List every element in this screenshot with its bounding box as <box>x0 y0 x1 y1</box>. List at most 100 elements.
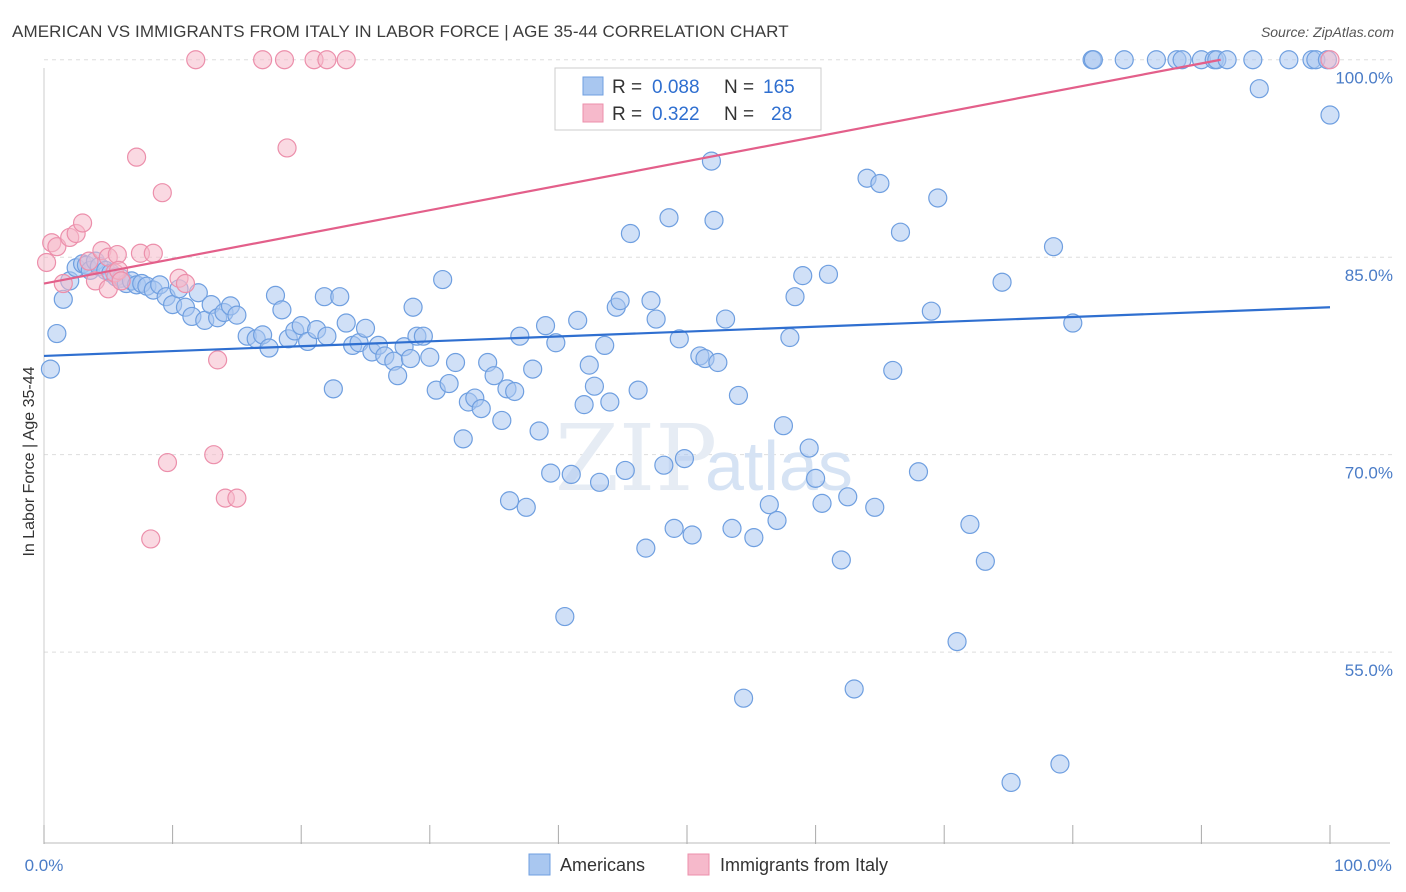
americans-point <box>890 222 911 242</box>
americans-point <box>40 359 61 379</box>
americans-point <box>541 463 561 483</box>
americans-point <box>484 366 504 386</box>
legend-n-italy: 28 <box>771 104 792 125</box>
americans-point <box>615 460 635 481</box>
americans-point <box>445 352 466 373</box>
americans-point <box>584 376 605 396</box>
americans-point <box>1050 754 1070 774</box>
americans-point <box>773 416 794 436</box>
italy-points <box>36 50 1340 549</box>
americans-point <box>1243 50 1263 70</box>
americans-point <box>992 272 1012 292</box>
americans-point <box>336 313 356 333</box>
americans-point <box>620 223 641 244</box>
bottom-legend-italy: Immigrants from Italy <box>720 855 888 875</box>
americans-point <box>574 395 594 415</box>
americans-point <box>589 472 610 492</box>
americans-point <box>1083 50 1103 70</box>
americans-point <box>708 352 728 373</box>
americans-point <box>227 305 247 325</box>
italy-point <box>53 273 73 294</box>
bottom-legend-swatch-italy <box>687 853 710 876</box>
americans-point <box>403 297 423 317</box>
americans-point <box>388 366 408 386</box>
americans-point <box>664 518 684 538</box>
americans-point <box>947 631 967 652</box>
americans-point <box>492 410 512 431</box>
americans-point <box>453 429 473 449</box>
americans-point <box>499 491 520 511</box>
americans-point <box>759 495 779 515</box>
americans-point <box>535 316 556 336</box>
legend-n-label-italy: N = <box>724 104 754 125</box>
americans-point <box>330 287 350 307</box>
italy-point <box>1320 50 1340 70</box>
americans-point <box>799 438 819 458</box>
americans-point <box>595 335 615 356</box>
americans-point <box>921 301 941 321</box>
americans-point <box>1172 50 1192 70</box>
americans-point <box>47 323 67 344</box>
americans-trend-line <box>43 306 1331 358</box>
americans-point <box>722 518 742 538</box>
americans-point <box>870 173 890 194</box>
chart-title: AMERICAN VS IMMIGRANTS FROM ITALY IN LAB… <box>12 22 789 41</box>
americans-point <box>1217 50 1237 70</box>
americans-point <box>546 333 566 353</box>
americans-point <box>420 347 440 367</box>
bottom-legend: Americans Immigrants from Italy <box>528 853 888 876</box>
americans-point <box>682 525 702 545</box>
americans-point <box>674 449 695 469</box>
americans-point <box>818 264 839 284</box>
italy-point <box>317 50 337 70</box>
x-tick-label-min: 0.0% <box>25 856 64 875</box>
americans-point <box>831 550 851 570</box>
americans-point <box>1114 50 1134 70</box>
americans-point <box>1320 105 1340 125</box>
italy-point <box>204 445 224 465</box>
americans-point <box>928 188 948 208</box>
italy-point <box>126 147 147 167</box>
americans-point <box>317 326 337 346</box>
italy-point <box>36 252 57 273</box>
americans-points <box>40 50 1340 793</box>
italy-point <box>152 183 172 203</box>
americans-point <box>1043 237 1064 257</box>
americans-point <box>433 269 453 290</box>
americans-point <box>704 210 724 230</box>
americans-point <box>793 266 813 286</box>
legend-r-italy: 0.322 <box>652 104 700 125</box>
americans-point <box>641 291 661 311</box>
americans-point <box>865 497 885 517</box>
italy-point <box>186 50 206 70</box>
americans-point <box>568 310 588 330</box>
americans-point <box>805 468 826 488</box>
legend-n-label-americans: N = <box>724 77 754 98</box>
americans-point <box>844 679 864 699</box>
legend-r-label-americans: R = <box>612 77 642 98</box>
americans-point <box>272 300 292 320</box>
americans-point <box>555 606 575 627</box>
americans-point <box>600 392 620 412</box>
americans-point <box>510 326 530 346</box>
italy-point <box>274 50 295 70</box>
americans-point <box>1146 50 1166 70</box>
americans-point <box>1279 50 1299 70</box>
watermark-atlas: atlas <box>705 427 853 505</box>
americans-point <box>529 421 549 441</box>
americans-point <box>975 551 995 571</box>
legend-swatch-italy <box>582 103 604 123</box>
y-axis-title: In Labor Force | Age 35-44 <box>21 366 38 556</box>
italy-point <box>72 213 93 233</box>
americans-point <box>767 510 787 531</box>
americans-point <box>728 385 749 406</box>
y-tick-label: 100.0% <box>1335 69 1393 88</box>
americans-point <box>610 291 630 311</box>
americans-point <box>733 688 754 708</box>
bottom-legend-swatch-americans <box>528 853 551 876</box>
italy-point <box>157 452 178 473</box>
italy-point <box>253 50 273 70</box>
americans-point <box>780 327 800 348</box>
americans-point <box>654 455 674 475</box>
